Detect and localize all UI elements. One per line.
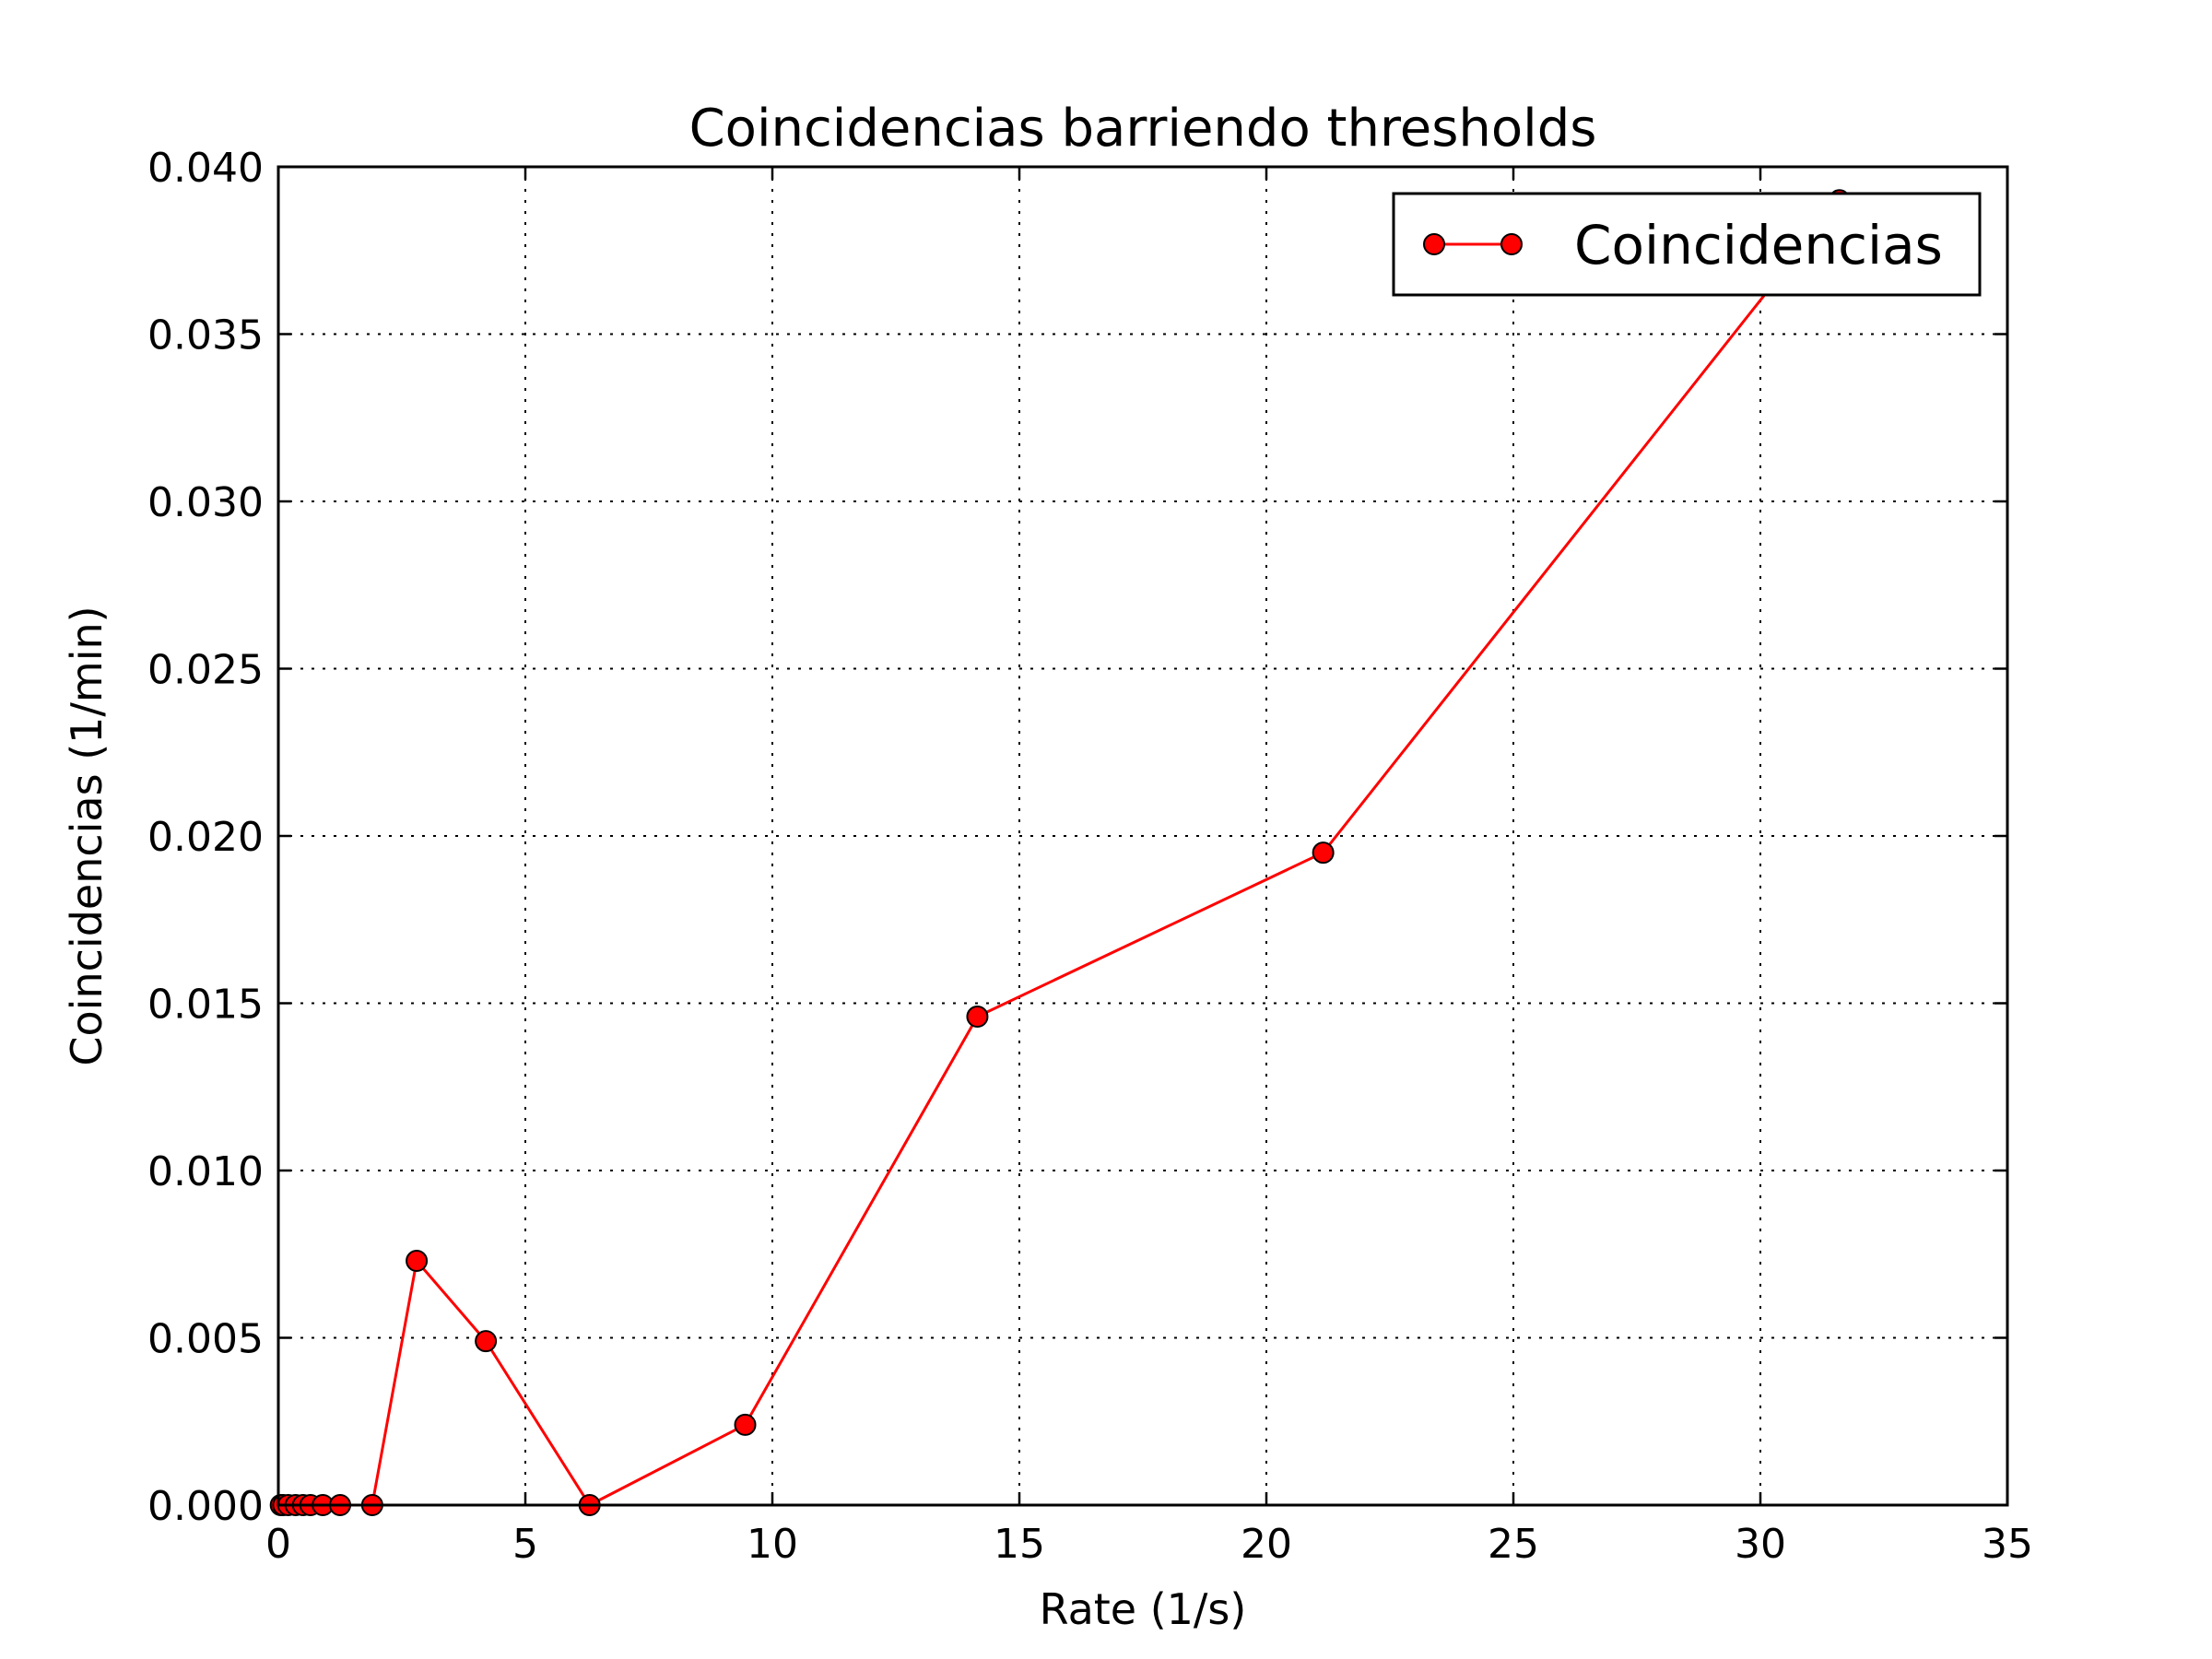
x-tick-label: 5 <box>512 1521 538 1568</box>
data-point <box>475 1330 498 1353</box>
chart-title: Coincidencias barriendo thresholds <box>689 99 1597 159</box>
x-tick-label: 35 <box>1982 1521 2033 1568</box>
y-tick-label: 0.040 <box>147 145 264 192</box>
x-tick-label: 20 <box>1241 1521 1292 1568</box>
data-point <box>734 1413 757 1436</box>
legend: Coincidencias <box>1392 192 1982 297</box>
y-tick-label: 0.025 <box>147 647 264 694</box>
legend-label: Coincidencias <box>1574 214 1943 276</box>
y-tick-label: 0.015 <box>147 982 264 1029</box>
x-tick-label: 15 <box>994 1521 1045 1568</box>
x-tick-label: 0 <box>265 1521 291 1568</box>
y-axis-label: Coincidencias (1/min) <box>62 606 112 1065</box>
legend-marker <box>1423 233 1445 255</box>
y-tick-label: 0.005 <box>147 1316 264 1363</box>
grid <box>278 167 2007 1505</box>
legend-marker <box>1500 233 1523 255</box>
y-tick-label: 0.020 <box>147 814 264 861</box>
series-line <box>280 199 1841 1507</box>
x-axis-label: Rate (1/s) <box>1040 1584 1247 1634</box>
y-tick-label: 0.035 <box>147 312 264 359</box>
data-point <box>966 1006 989 1029</box>
series-layer <box>269 189 1851 1516</box>
y-tick-label: 0.000 <box>147 1483 264 1530</box>
x-tick-label: 30 <box>1735 1521 1786 1568</box>
y-tick-label: 0.030 <box>147 479 264 526</box>
axis-ticks: 0 5 10 15 20 25 30 35 0.000 0.005 0.010 0.015 0.020 0… <box>147 145 2033 1568</box>
x-tick-label: 25 <box>1488 1521 1539 1568</box>
data-point <box>1312 841 1335 865</box>
y-tick-label: 0.010 <box>147 1148 264 1195</box>
x-tick-label: 10 <box>747 1521 798 1568</box>
data-point <box>406 1250 429 1273</box>
